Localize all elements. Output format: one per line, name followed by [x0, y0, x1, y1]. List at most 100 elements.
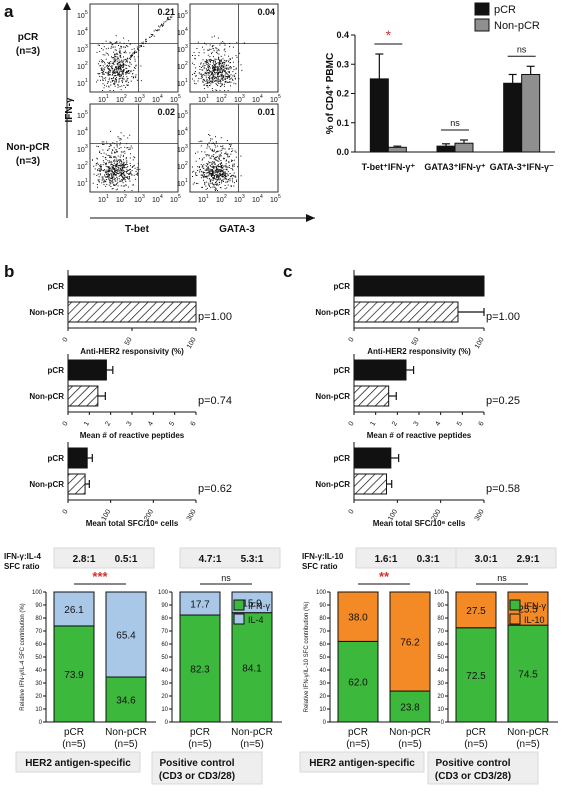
- flow-dot: [213, 162, 215, 164]
- y-tick-label: 10: [77, 113, 85, 120]
- flow-dot: [121, 73, 123, 75]
- flow-dot: [110, 155, 112, 157]
- flow-dot: [216, 48, 218, 50]
- flow-dot: [141, 45, 143, 47]
- flow-dot: [237, 166, 239, 168]
- y-tick-label: 10: [161, 707, 168, 713]
- flow-dot: [129, 52, 131, 54]
- flow-dot: [212, 182, 213, 184]
- flow-dot: [130, 171, 131, 173]
- flow-dot: [112, 80, 114, 81]
- flow-dot: [233, 172, 235, 174]
- flow-dot: [204, 181, 206, 183]
- flow-dot: [212, 155, 214, 157]
- flow-dot: [120, 167, 121, 169]
- flow-dot: [119, 50, 121, 52]
- flow-dot: [110, 81, 112, 83]
- x-tick-label: 200: [143, 508, 155, 522]
- flow-dot: [205, 172, 207, 174]
- y-tick-label: 30: [161, 681, 168, 687]
- p-value: p=0.58: [486, 483, 520, 495]
- flow-dot: [203, 67, 205, 69]
- flow-dot: [123, 164, 125, 166]
- flow-dot: [108, 86, 110, 88]
- flow-dot: [133, 156, 135, 158]
- flow-dot: [231, 179, 233, 181]
- flow-dot: [206, 68, 207, 70]
- flow-dot: [217, 69, 218, 71]
- flow-dot: [230, 186, 232, 187]
- flow-dot: [219, 62, 221, 64]
- stack-segment-IFN-γ: [507, 624, 549, 723]
- flow-dot: [228, 68, 230, 70]
- flow-dot: [221, 175, 223, 177]
- flow-dot: [102, 144, 104, 145]
- flow-dot: [216, 69, 218, 71]
- flow-dot: [205, 75, 207, 77]
- flow-dot: [217, 145, 219, 147]
- flow-dot: [129, 157, 131, 159]
- y-tick-label: 30: [35, 681, 42, 687]
- flow-dot: [225, 163, 227, 165]
- flow-dot: [130, 80, 132, 82]
- flow-dot: [204, 151, 206, 153]
- flow-dot: [197, 151, 199, 153]
- flow-dot: [111, 44, 113, 46]
- flow-dot: [208, 82, 210, 84]
- flow-dot: [207, 54, 209, 56]
- flow-dot: [208, 64, 210, 66]
- flow-dot: [115, 49, 117, 51]
- flow-dot: [114, 73, 116, 74]
- flow-dot: [222, 174, 224, 176]
- flow-dot: [207, 163, 209, 165]
- flow-dot: [200, 140, 202, 142]
- flow-dot: [231, 148, 233, 150]
- flow-dot: [234, 163, 235, 165]
- flow-dot: [208, 155, 210, 157]
- flow-dot: [220, 169, 222, 171]
- flow-dot: [225, 60, 227, 62]
- flow-dot: [117, 159, 119, 161]
- stack-segment-IL-4: [105, 591, 147, 678]
- flow-dot: [207, 49, 209, 51]
- flow-dot: [229, 178, 231, 180]
- flow-dot: [102, 90, 104, 91]
- flow-dot: [216, 74, 218, 76]
- flow-dot: [138, 49, 140, 51]
- flow-dot: [201, 75, 203, 77]
- flow-dot: [114, 171, 116, 173]
- flow-dot: [122, 66, 124, 68]
- flow-dot: [116, 150, 118, 152]
- flow-dot: [119, 63, 121, 65]
- flow-dot: [203, 84, 205, 86]
- flow-dot: [122, 80, 124, 82]
- flow-dot: [127, 177, 128, 179]
- flow-dot: [97, 44, 99, 46]
- flow-dot: [223, 174, 225, 176]
- flow-dot: [117, 181, 119, 183]
- flow-dot: [96, 175, 98, 176]
- flow-dot: [235, 83, 237, 85]
- flow-dot: [109, 168, 111, 170]
- flow-dot: [116, 169, 118, 171]
- group-label: Non-pCR: [231, 727, 273, 738]
- flow-dot: [107, 174, 109, 175]
- flow-dot: [193, 73, 195, 74]
- flow-dot: [211, 148, 213, 150]
- flow-dot: [112, 68, 114, 70]
- flow-dot: [116, 141, 118, 143]
- flow-dot: [214, 61, 216, 63]
- flow-dot: [131, 167, 133, 168]
- flow-dot: [112, 78, 114, 80]
- flow-dot: [102, 65, 104, 67]
- flow-dot: [211, 169, 213, 171]
- flow-dot: [105, 169, 107, 171]
- flow-dot: [220, 166, 222, 167]
- flow-dot: [216, 176, 218, 178]
- bar-pCR: [353, 359, 407, 381]
- flow-dot: [218, 179, 220, 181]
- flow-dot: [201, 166, 203, 168]
- flow-dot: [213, 158, 215, 160]
- y-axis-label: % of CD4⁺ PBMC: [325, 53, 336, 134]
- flow-dot: [215, 83, 217, 85]
